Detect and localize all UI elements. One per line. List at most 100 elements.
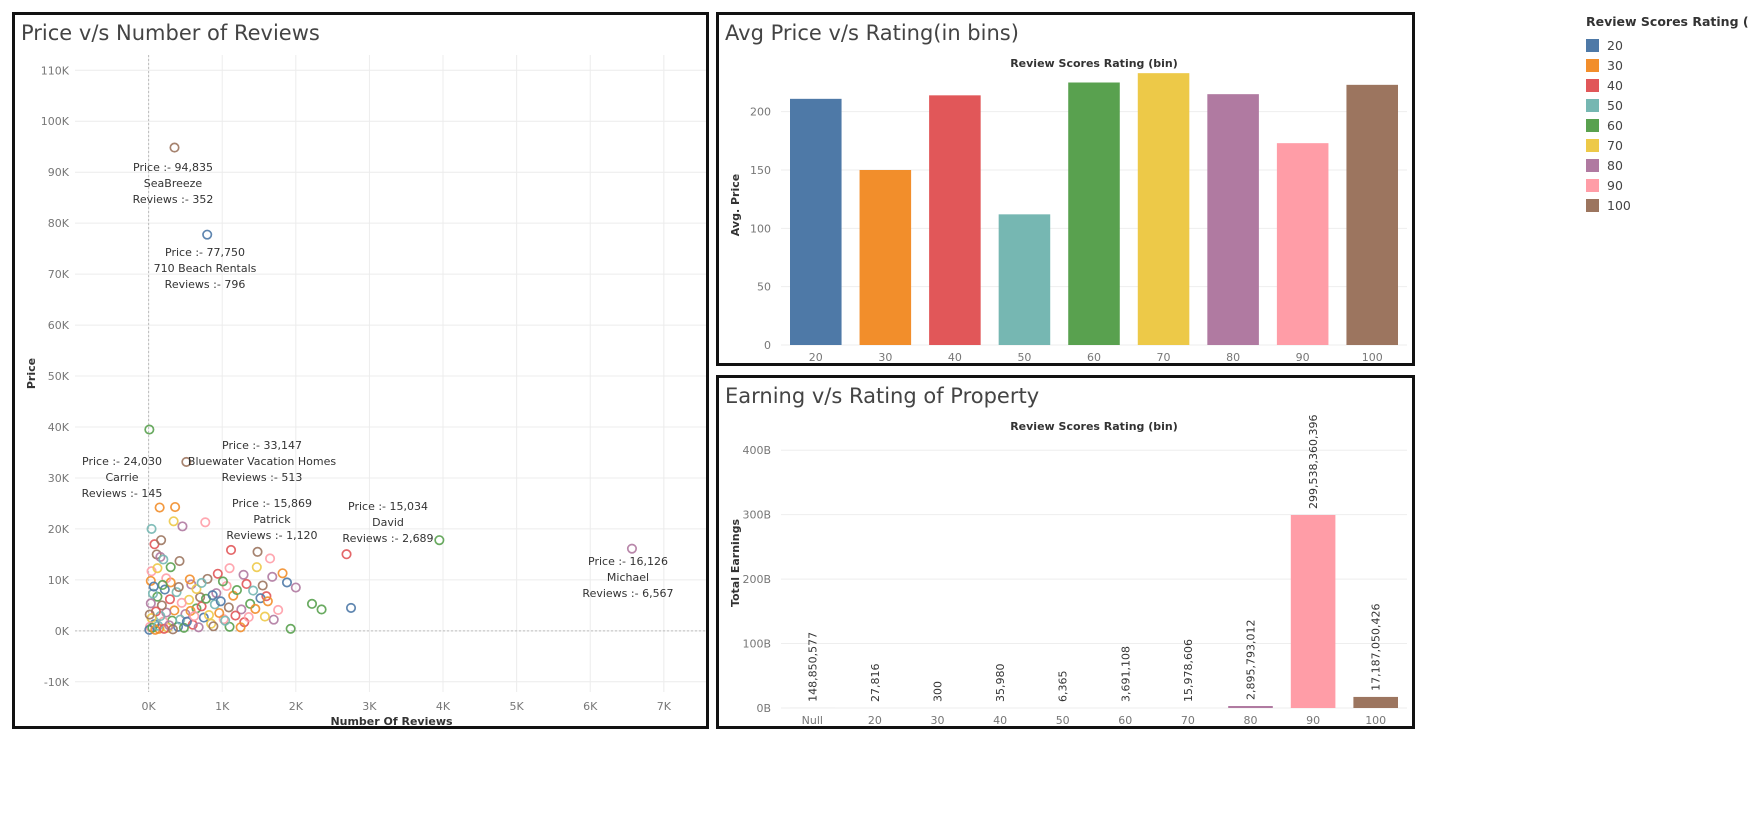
bar-value-label: 299,538,360,396: [1307, 414, 1320, 508]
data-point: [181, 456, 192, 467]
x-tick-label: 60: [1087, 351, 1101, 363]
bar-value-label: 15,978,606: [1182, 639, 1195, 702]
legend-label: 30: [1607, 57, 1623, 73]
point-annotation: Reviews :- 1,120: [226, 529, 317, 542]
data-point: [345, 602, 357, 613]
x-tick-label: 30: [878, 351, 892, 363]
y-tick-label: 110K: [41, 64, 70, 77]
data-point: [223, 602, 234, 613]
x-tick-label: 60: [1118, 714, 1132, 726]
x-tick-label: 90: [1306, 714, 1320, 726]
data-point: [241, 578, 252, 590]
point-annotation: Reviews :- 513: [222, 471, 303, 484]
bar-80: [1228, 706, 1273, 708]
y-tick-label: 0B: [756, 702, 771, 715]
data-point: [198, 612, 209, 623]
bar-value-label: 27,816: [869, 664, 882, 703]
legend-item-60: 60: [1586, 115, 1746, 135]
data-point: [268, 614, 279, 625]
y-tick-label: 80K: [48, 217, 70, 230]
point-annotation: Michael: [607, 571, 649, 584]
data-point: [145, 575, 156, 586]
data-point: [164, 594, 175, 605]
point-annotation: Reviews :- 352: [133, 193, 214, 206]
legend-label: 90: [1607, 177, 1623, 193]
data-point: [203, 610, 215, 621]
y-tick-label: 60K: [48, 319, 70, 332]
legend-item-70: 70: [1586, 135, 1746, 155]
bar-20: [790, 98, 842, 345]
data-point: [262, 596, 273, 607]
column-header: Review Scores Rating (bin): [1010, 420, 1178, 433]
data-point: [171, 587, 182, 598]
x-tick-label: Null: [802, 714, 823, 726]
bar-30: [859, 170, 912, 345]
y-tick-label: 10K: [48, 574, 70, 587]
x-axis-title: Number Of Reviews: [330, 715, 453, 726]
x-tick-label: 5K: [510, 700, 525, 713]
data-point: [225, 544, 237, 556]
data-point: [217, 576, 228, 587]
earnings-title: Earning v/s Rating of Property: [725, 384, 1040, 408]
x-tick-label: 0K: [141, 700, 156, 713]
bar-value-label: 300: [932, 681, 945, 702]
bar-60: [1068, 82, 1120, 345]
bar-value-label: 3,691,108: [1119, 646, 1132, 702]
scatter-title: Price v/s Number of Reviews: [21, 21, 320, 45]
scatter-panel: Price v/s Number of Reviews 0K 1K 2K 3K 4K 5K…: [12, 12, 709, 729]
data-point: [174, 555, 185, 567]
data-point: [167, 624, 178, 635]
data-point: [316, 604, 327, 615]
y-axis-title: Avg. Price: [729, 174, 742, 236]
data-point: [434, 535, 445, 546]
point-annotation: Reviews :- 6,567: [582, 587, 673, 600]
point-annotation: Reviews :- 796: [165, 278, 246, 291]
x-tick-label: 40: [948, 351, 962, 363]
data-point: [252, 546, 263, 557]
data-point: [259, 611, 270, 622]
data-point: [148, 581, 159, 592]
data-point: [156, 535, 167, 546]
data-point: [169, 605, 180, 616]
legend-swatch: [1586, 198, 1599, 212]
bar-90: [1290, 514, 1336, 708]
data-point: [173, 581, 184, 593]
x-tick-label: 70: [1181, 714, 1195, 726]
legend-label: 80: [1607, 157, 1623, 173]
y-tick-label: 200: [750, 106, 771, 119]
data-point: [261, 591, 272, 602]
point-annotation: David: [372, 516, 404, 529]
data-point: [248, 585, 259, 596]
legend-swatch: [1586, 58, 1599, 72]
legend-title: Review Scores Rating (bin): [1586, 14, 1749, 29]
data-point: [145, 598, 156, 609]
legend-swatch: [1586, 178, 1599, 192]
data-point: [181, 616, 192, 627]
x-tick-label: 40: [993, 714, 1007, 726]
legend-swatch: [1586, 118, 1599, 132]
y-tick-label: 0: [764, 339, 771, 352]
x-tick-label: 90: [1296, 351, 1310, 363]
data-point: [265, 553, 276, 564]
x-tick-label: 50: [1056, 714, 1070, 726]
data-point: [214, 607, 225, 619]
y-tick-label: 100K: [41, 115, 70, 128]
legend-swatch: [1586, 158, 1599, 172]
point-annotation: Price :- 77,750: [165, 246, 245, 259]
data-point: [230, 610, 241, 621]
data-point: [156, 600, 167, 611]
data-point: [277, 568, 288, 579]
data-point: [208, 621, 219, 632]
y-tick-label: 100: [750, 222, 771, 235]
data-point: [176, 597, 187, 608]
point-annotation: Reviews :- 2,689: [342, 532, 433, 545]
point-annotation: Carrie: [105, 471, 138, 484]
y-tick-label: 50: [757, 281, 771, 294]
avg-price-panel: Avg Price v/s Rating(in bins) Review Sco…: [716, 12, 1415, 366]
x-tick-label: 100: [1362, 351, 1383, 363]
data-point: [189, 611, 200, 622]
point-annotation: Price :- 15,869: [232, 497, 312, 510]
point-annotation: 710 Beach Rentals: [154, 262, 257, 275]
y-tick-label: 30K: [48, 472, 70, 485]
data-point: [224, 563, 235, 574]
